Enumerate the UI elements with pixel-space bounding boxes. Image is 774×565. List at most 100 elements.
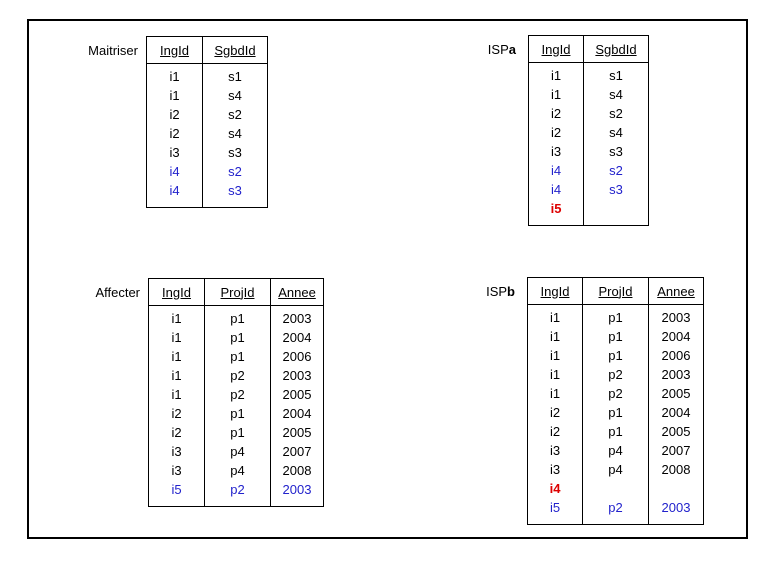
table-cell: i1 (527, 308, 583, 327)
table-label-text: ISP (487, 42, 509, 57)
relation-maitriser: IngId SgbdId i1 s1 i1 s4 i2 s2 i2 s4 i3 s3 i4 s2 i4 s3 (146, 36, 268, 208)
table-cell: 2007 (282, 444, 312, 459)
column-header: SgbdId (583, 35, 649, 63)
table-cell: 2003 (661, 500, 691, 515)
table-cell: i3 (528, 142, 584, 161)
column-header-text: SgbdId (214, 42, 256, 58)
table-cell: i4 (527, 479, 583, 498)
table-cell: i5 (528, 199, 584, 218)
table-cell: p4 (204, 442, 271, 461)
table-cell: 2008 (282, 463, 312, 478)
table-row: i2 s2 (528, 104, 649, 123)
table-row: i3 s3 (528, 142, 649, 161)
table-cell: i2 (146, 105, 203, 124)
table-cell: p2 (582, 498, 649, 517)
spacer-cell (582, 304, 649, 308)
table-group-ispa: ISPa IngId SgbdId i1 s1 i1 s4 i2 s2 i2 s4 i3 s3 i4 s2… (476, 35, 649, 226)
table-row: i1 p2 2005 (148, 385, 324, 404)
table-cell: s3 (609, 182, 623, 197)
spacer-row (527, 517, 704, 525)
spacer-cell (584, 218, 649, 226)
table-label-text: ISP (486, 284, 508, 299)
table-row: i3 s3 (146, 143, 268, 162)
header-row: IngId ProjId Annee (148, 278, 324, 306)
table-cell: p1 (204, 404, 271, 423)
table-row: i1 p2 2005 (527, 384, 704, 403)
table-cell: s4 (609, 87, 623, 102)
table-cell (582, 479, 649, 498)
table-label-maitriser: Maitriser (62, 36, 138, 58)
header-row: IngId SgbdId (528, 35, 649, 63)
spacer-row (528, 62, 649, 66)
table-cell: i1 (527, 346, 583, 365)
table-cell: s1 (609, 68, 623, 83)
table-cell: 2008 (661, 462, 691, 477)
table-label-suffix: a (508, 42, 516, 57)
table-row: i4 s3 (146, 181, 268, 200)
table-cell: i3 (146, 143, 203, 162)
column-header-text: ProjId (220, 284, 255, 300)
table-label-affecter: Affecter (80, 278, 140, 300)
table-row: i2 s2 (146, 105, 268, 124)
table-row: i2 p1 2005 (148, 423, 324, 442)
table-cell: i3 (148, 442, 205, 461)
spacer-cell (527, 517, 583, 525)
table-cell: p1 (582, 403, 649, 422)
table-cell: i2 (527, 403, 583, 422)
table-row: i1 p1 2004 (148, 328, 324, 347)
table-row: i2 p1 2004 (527, 403, 704, 422)
table-cell: i1 (148, 309, 205, 328)
column-header: IngId (146, 36, 203, 64)
table-cell (649, 479, 704, 498)
table-cell: p4 (582, 460, 649, 479)
column-header-text: SgbdId (595, 41, 637, 57)
table-cell: p2 (204, 480, 271, 499)
table-row: i3 p4 2008 (527, 460, 704, 479)
table-cell: 2004 (282, 330, 312, 345)
table-cell: p1 (204, 423, 271, 442)
table-cell: p1 (204, 347, 271, 366)
column-header: ProjId (204, 278, 271, 306)
column-header: Annee (648, 277, 704, 305)
table-cell: i1 (148, 385, 205, 404)
table-cell: i2 (528, 123, 584, 142)
column-header-text: IngId (160, 42, 189, 58)
spacer-cell (649, 517, 704, 525)
column-header-text: Annee (657, 283, 695, 299)
table-cell: s3 (228, 145, 242, 160)
table-row: i5 (528, 199, 649, 218)
table-row: i1 s1 (146, 67, 268, 86)
table-group-maitriser: Maitriser IngId SgbdId i1 s1 i1 s4 i2 s2 i2 s4 i3 s… (62, 36, 268, 208)
table-row: i1 p1 2006 (148, 347, 324, 366)
table-cell: 2003 (661, 310, 691, 325)
table-cell: i1 (527, 365, 583, 384)
table-row: i3 p4 2007 (527, 441, 704, 460)
table-cell: s2 (228, 107, 242, 122)
table-row: i5 p2 2003 (527, 498, 704, 517)
table-cell: s3 (228, 183, 242, 198)
table-cell: i2 (148, 423, 205, 442)
table-cell: i5 (148, 480, 205, 499)
table-cell: s3 (609, 144, 623, 159)
spacer-row (527, 304, 704, 308)
spacer-row (148, 305, 324, 309)
table-row: i3 p4 2007 (148, 442, 324, 461)
table-cell: i4 (528, 161, 584, 180)
table-cell: i4 (528, 180, 584, 199)
column-header-text: Annee (278, 284, 316, 300)
spacer-cell (146, 63, 203, 67)
table-label-ispa: ISPa (476, 35, 516, 57)
table-group-ispb: ISPb IngId ProjId Annee i1 p1 2003 i1 p1 2004 i1 p… (475, 277, 704, 525)
table-row: i1 p2 2003 (148, 366, 324, 385)
table-cell: i1 (146, 67, 203, 86)
table-row: i1 p1 2003 (148, 309, 324, 328)
table-cell: 2005 (282, 387, 312, 402)
table-group-affecter: Affecter IngId ProjId Annee i1 p1 2003 i1 p1 200… (80, 278, 324, 507)
table-cell: p2 (582, 384, 649, 403)
relation-ispb: IngId ProjId Annee i1 p1 2003 i1 p1 2004 i1 p1 2006… (527, 277, 704, 525)
table-row: i4 s2 (528, 161, 649, 180)
table-cell: p4 (204, 461, 271, 480)
table-cell: p1 (582, 327, 649, 346)
column-header: IngId (527, 277, 583, 305)
